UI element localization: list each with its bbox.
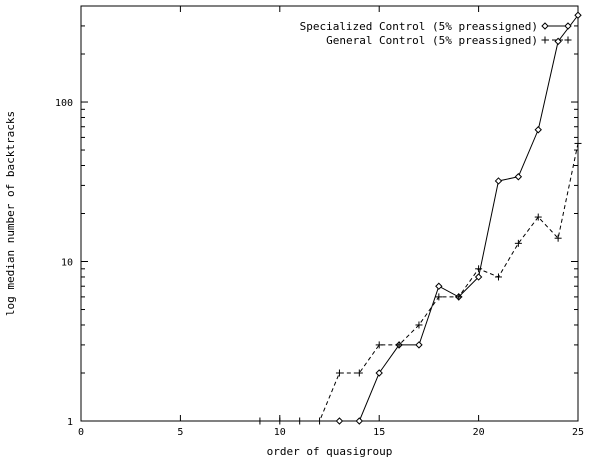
data-point-1 bbox=[475, 265, 483, 273]
legend-label-general: General Control (5% preassigned) bbox=[326, 34, 538, 47]
x-tick-label: 0 bbox=[78, 427, 84, 438]
y-axis-label: log median number of backtracks bbox=[4, 111, 17, 316]
legend: Specialized Control (5% preassigned) Gen… bbox=[300, 20, 572, 47]
data-point-0 bbox=[335, 417, 344, 425]
data-point-1 bbox=[296, 417, 304, 425]
data-point-1 bbox=[395, 341, 403, 349]
x-tick-label: 25 bbox=[572, 427, 584, 438]
data-point-1 bbox=[415, 321, 423, 329]
data-point-1 bbox=[375, 341, 383, 349]
y-tick-label: 1 bbox=[67, 417, 73, 428]
data-point-0 bbox=[494, 177, 503, 185]
data-point-0 bbox=[375, 369, 383, 377]
data-point-0 bbox=[514, 173, 523, 181]
data-point-1 bbox=[494, 273, 502, 281]
x-tick-label: 15 bbox=[373, 427, 385, 438]
legend-marker-point-0 bbox=[564, 22, 572, 30]
data-point-1 bbox=[455, 293, 463, 301]
data-point-1 bbox=[316, 417, 324, 425]
y-tick-label: 10 bbox=[61, 258, 73, 269]
legend-marker-specialized bbox=[541, 22, 572, 30]
plot-frame bbox=[80, 5, 579, 422]
data-point-1 bbox=[435, 293, 443, 301]
x-tick-label: 20 bbox=[473, 427, 485, 438]
data-point-0 bbox=[355, 417, 364, 425]
data-point-0 bbox=[435, 282, 443, 290]
data-point-1 bbox=[574, 139, 582, 147]
data-point-0 bbox=[474, 273, 483, 281]
data-point-1 bbox=[534, 213, 542, 221]
x-tick-label: 10 bbox=[274, 427, 286, 438]
legend-marker-point-1 bbox=[541, 36, 549, 44]
legend-label-specialized: Specialized Control (5% preassigned) bbox=[300, 20, 538, 33]
data-point-0 bbox=[574, 11, 582, 19]
ticks bbox=[80, 5, 579, 422]
tick-labels: 0 5 10 15 20 25 1 10 100 bbox=[55, 98, 584, 438]
series-line-0 bbox=[339, 14, 579, 422]
data-point-1 bbox=[256, 417, 264, 425]
y-tick-label: 100 bbox=[55, 98, 73, 109]
data-point-1 bbox=[335, 369, 343, 377]
legend-marker-point-0 bbox=[541, 22, 549, 30]
x-tick-label: 5 bbox=[177, 427, 183, 438]
legend-marker-point-1 bbox=[564, 36, 572, 44]
x-axis-label: order of quasigroup bbox=[267, 445, 393, 458]
data-point-1 bbox=[276, 417, 284, 425]
data-point-0 bbox=[534, 126, 542, 134]
data-point-0 bbox=[415, 341, 423, 349]
series-layer bbox=[256, 11, 582, 425]
data-point-1 bbox=[514, 239, 522, 247]
data-point-1 bbox=[554, 234, 562, 242]
series-line-1 bbox=[259, 143, 579, 422]
legend-marker-general bbox=[541, 36, 572, 44]
data-point-1 bbox=[355, 369, 363, 377]
